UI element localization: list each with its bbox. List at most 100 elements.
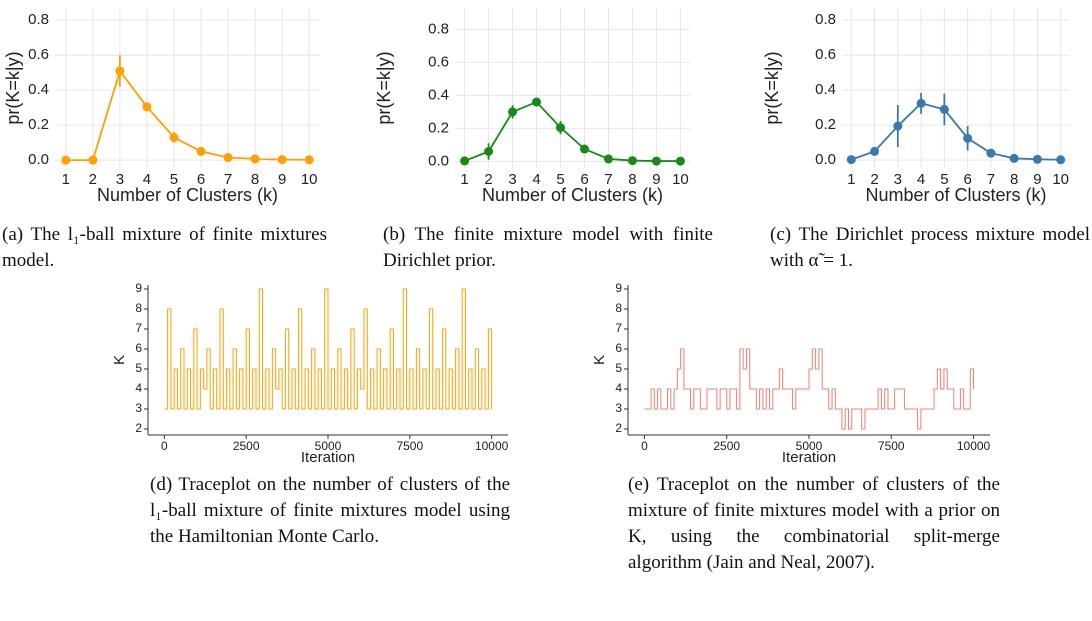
x-tick-label: 8 [1010,171,1018,188]
point [675,156,685,166]
y-tick-label: 0.0 [428,152,449,169]
y-tick-label: 0.6 [428,53,449,70]
x-tick-label: 10 [301,171,318,188]
y-tick-label: 6 [135,341,142,355]
x-tick-label: 1 [847,171,855,188]
caption: (b) The finite mixture model with finite… [383,224,713,271]
y-tick-label: 7 [615,321,622,335]
point [579,144,589,154]
caption: (a) The l₁-ball mixture of finite mixtur… [2,224,327,271]
y-tick-label: 0.6 [28,46,49,63]
y-axis-title: pr(K=k|y) [374,51,394,124]
x-axis-title: Number of Clusters (k) [482,185,663,205]
point [870,146,880,156]
y-tick-label: 8 [135,301,142,315]
y-tick-label: 3 [135,401,142,415]
point [939,104,949,114]
y-tick-label: 0.0 [815,151,836,168]
point [1009,153,1019,163]
y-tick-label: 0.4 [815,81,836,98]
x-tick-label: 0 [641,439,648,453]
x-tick-label: 1 [460,171,468,188]
x-tick-label: 8 [251,171,259,188]
point [532,97,542,107]
y-tick-label: 0.0 [28,151,49,168]
x-tick-label: 5000 [796,439,823,453]
y-tick-label: 0.4 [428,86,449,103]
x-tick-label: 7 [987,171,995,188]
y-tick-label: 9 [135,281,142,295]
point [556,123,566,133]
x-axis-title: Number of Clusters (k) [865,185,1046,205]
x-tick-label: 5000 [315,439,342,453]
caption: (d) Traceplot on the number of clusters … [150,474,510,547]
y-tick-label: 4 [615,381,622,395]
x-tick-label: 4 [917,171,925,188]
x-axis-title: Number of Clusters (k) [97,185,278,205]
x-tick-label: 1 [62,171,70,188]
point [115,66,125,76]
data-line [464,100,681,162]
point [277,155,287,165]
data-line [164,288,493,410]
x-tick-label: 4 [143,171,151,188]
x-tick-label: 2 [484,171,492,188]
x-tick-label: 8 [628,171,636,188]
y-tick-label: 0.8 [428,20,449,37]
point [169,132,179,142]
x-tick-label: 2500 [713,439,740,453]
x-tick-label: 10 [1052,171,1069,188]
x-tick-label: 5 [556,171,564,188]
y-tick-label: 5 [135,361,142,375]
caption: (e) Traceplot on the number of clusters … [628,474,1000,573]
point [508,107,518,117]
y-tick-label: 0.8 [28,11,49,28]
point [142,102,152,112]
point [1032,154,1042,164]
y-axis-title: pr(K=k|y) [3,51,23,124]
y-tick-label: 0.6 [815,46,836,63]
point [846,155,856,165]
y-tick-label: 3 [615,401,622,415]
y-tick-label: 2 [135,421,142,435]
point [963,133,973,143]
x-tick-label: 10000 [475,439,509,453]
point [304,155,314,165]
point [223,153,233,163]
y-axis-title: K [111,355,128,365]
point [651,156,661,166]
data-line [644,348,975,430]
y-tick-label: 0.8 [815,11,836,28]
y-axis-title: K [591,355,608,365]
y-tick-label: 8 [615,301,622,315]
x-tick-label: 9 [1033,171,1041,188]
x-tick-label: 7 [224,171,232,188]
y-tick-label: 5 [615,361,622,375]
x-tick-label: 3 [116,171,124,188]
point [916,98,926,108]
x-tick-label: 2 [870,171,878,188]
x-tick-label: 10000 [957,439,991,453]
point [893,121,903,131]
y-tick-label: 6 [615,341,622,355]
y-tick-label: 0.4 [28,81,49,98]
y-axis-title: pr(K=k|y) [762,51,782,124]
y-tick-label: 2 [615,421,622,435]
x-tick-label: 4 [532,171,540,188]
x-tick-label: 6 [197,171,205,188]
data-line [65,68,310,162]
y-tick-label: 9 [615,281,622,295]
point [61,155,71,165]
x-tick-label: 10 [672,171,689,188]
point [603,154,613,164]
x-tick-label: 7500 [878,439,905,453]
x-tick-label: 9 [652,171,660,188]
y-tick-label: 0.2 [428,119,449,136]
point [627,156,637,166]
x-tick-label: 3 [508,171,516,188]
x-tick-label: 0 [161,439,168,453]
x-tick-label: 6 [580,171,588,188]
x-tick-label: 5 [170,171,178,188]
